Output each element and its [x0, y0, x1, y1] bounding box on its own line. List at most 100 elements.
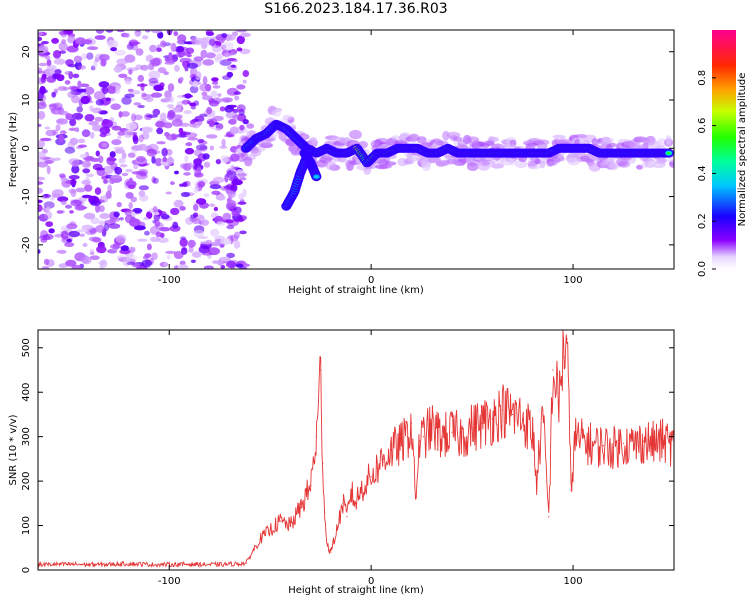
noise-blob [191, 251, 202, 258]
ridge-halo [640, 137, 650, 144]
noise-blob [115, 85, 121, 94]
noise-blob [74, 127, 80, 133]
noise-blob [109, 244, 122, 249]
noise-blob [163, 71, 169, 75]
noise-blob [124, 54, 136, 63]
noise-blob [155, 231, 162, 238]
noise-blob [126, 43, 134, 50]
noise-blob [202, 153, 210, 160]
noise-blob [56, 249, 67, 254]
noise-blob [64, 146, 76, 154]
noise-blob [57, 59, 63, 65]
noise-blob [205, 52, 216, 59]
ridge-track-core [666, 151, 672, 155]
noise-blob [174, 64, 180, 72]
noise-blob [39, 234, 51, 241]
snr-point [548, 516, 550, 518]
noise-blob [219, 59, 232, 66]
noise-blob [38, 204, 43, 212]
noise-blob [76, 106, 83, 113]
noise-blob [68, 188, 77, 194]
noise-blob [133, 102, 142, 106]
snr-point [390, 449, 392, 451]
noise-blob [71, 112, 84, 120]
noise-blob [148, 70, 161, 80]
noise-blob [163, 261, 168, 268]
noise-blob [38, 181, 44, 185]
noise-blob [135, 48, 144, 56]
noise-blob [140, 64, 149, 71]
noise-blob [105, 97, 111, 102]
snr-point [324, 511, 326, 513]
noise-blob [230, 64, 237, 68]
noise-blob [108, 223, 121, 229]
noise-blob [242, 188, 247, 197]
noise-blob [236, 47, 243, 52]
noise-blob [222, 212, 232, 221]
snr-point [471, 427, 473, 429]
noise-blob [65, 259, 77, 267]
noise-blob [219, 145, 228, 149]
noise-blob [131, 211, 136, 217]
snr-point [366, 480, 368, 482]
noise-blob [166, 254, 171, 260]
snr-plot: -100 0 100 0 100 200 300 400 500 Height of straig… [8, 329, 675, 596]
noise-blob [92, 163, 103, 171]
noise-blob [235, 30, 248, 33]
noise-blob [125, 168, 133, 173]
noise-blob [180, 236, 187, 240]
noise-blob [185, 47, 195, 54]
noise-blob [206, 106, 213, 115]
noise-blob [215, 159, 222, 165]
noise-blob [225, 34, 237, 41]
x-tick-label: 0 [368, 275, 374, 286]
snr-point [310, 485, 312, 487]
ridge-halo [600, 136, 611, 147]
noise-blob [176, 94, 185, 99]
noise-blob [82, 242, 88, 248]
noise-blob [67, 91, 76, 99]
noise-blob [96, 245, 107, 254]
noise-blob [83, 184, 93, 192]
noise-blob [66, 238, 72, 243]
snr-point [558, 400, 560, 402]
noise-blob [77, 80, 82, 89]
noise-blob [228, 118, 237, 125]
noise-blob [217, 260, 224, 266]
noise-blob [211, 190, 221, 195]
noise-blob [83, 212, 96, 220]
noise-blob [237, 201, 247, 205]
noise-blob [38, 31, 43, 37]
noise-blob [189, 73, 197, 80]
noise-blob [224, 105, 234, 113]
noise-blob [149, 44, 158, 53]
noise-blob [138, 134, 144, 143]
ridge-halo [457, 139, 468, 147]
noise-blob [197, 37, 209, 45]
noise-blob [94, 35, 106, 40]
noise-blob [50, 196, 55, 201]
noise-blob [85, 173, 95, 178]
ridge-halo [480, 143, 490, 148]
noise-blob [173, 31, 179, 37]
snr-point [491, 418, 493, 420]
noise-blob [51, 91, 56, 98]
noise-blob [128, 246, 136, 253]
noise-blob [120, 245, 129, 252]
noise-blob [116, 201, 122, 208]
noise-blob [189, 102, 197, 107]
snr-point [578, 440, 580, 442]
noise-blob [115, 234, 127, 244]
y-tick-label: 20 [21, 45, 32, 58]
y-tick-label: 10 [21, 94, 32, 107]
noise-blob [54, 69, 62, 75]
snr-point [592, 445, 594, 447]
noise-blob [215, 127, 222, 132]
noise-blob [170, 181, 175, 186]
y-axis-label: SNR (10 * v/v) [8, 414, 19, 485]
noise-blob [51, 37, 59, 44]
ridge-halo [488, 136, 499, 142]
ridge-halo [546, 161, 558, 166]
noise-blob [69, 137, 79, 146]
noise-blob [166, 112, 175, 121]
